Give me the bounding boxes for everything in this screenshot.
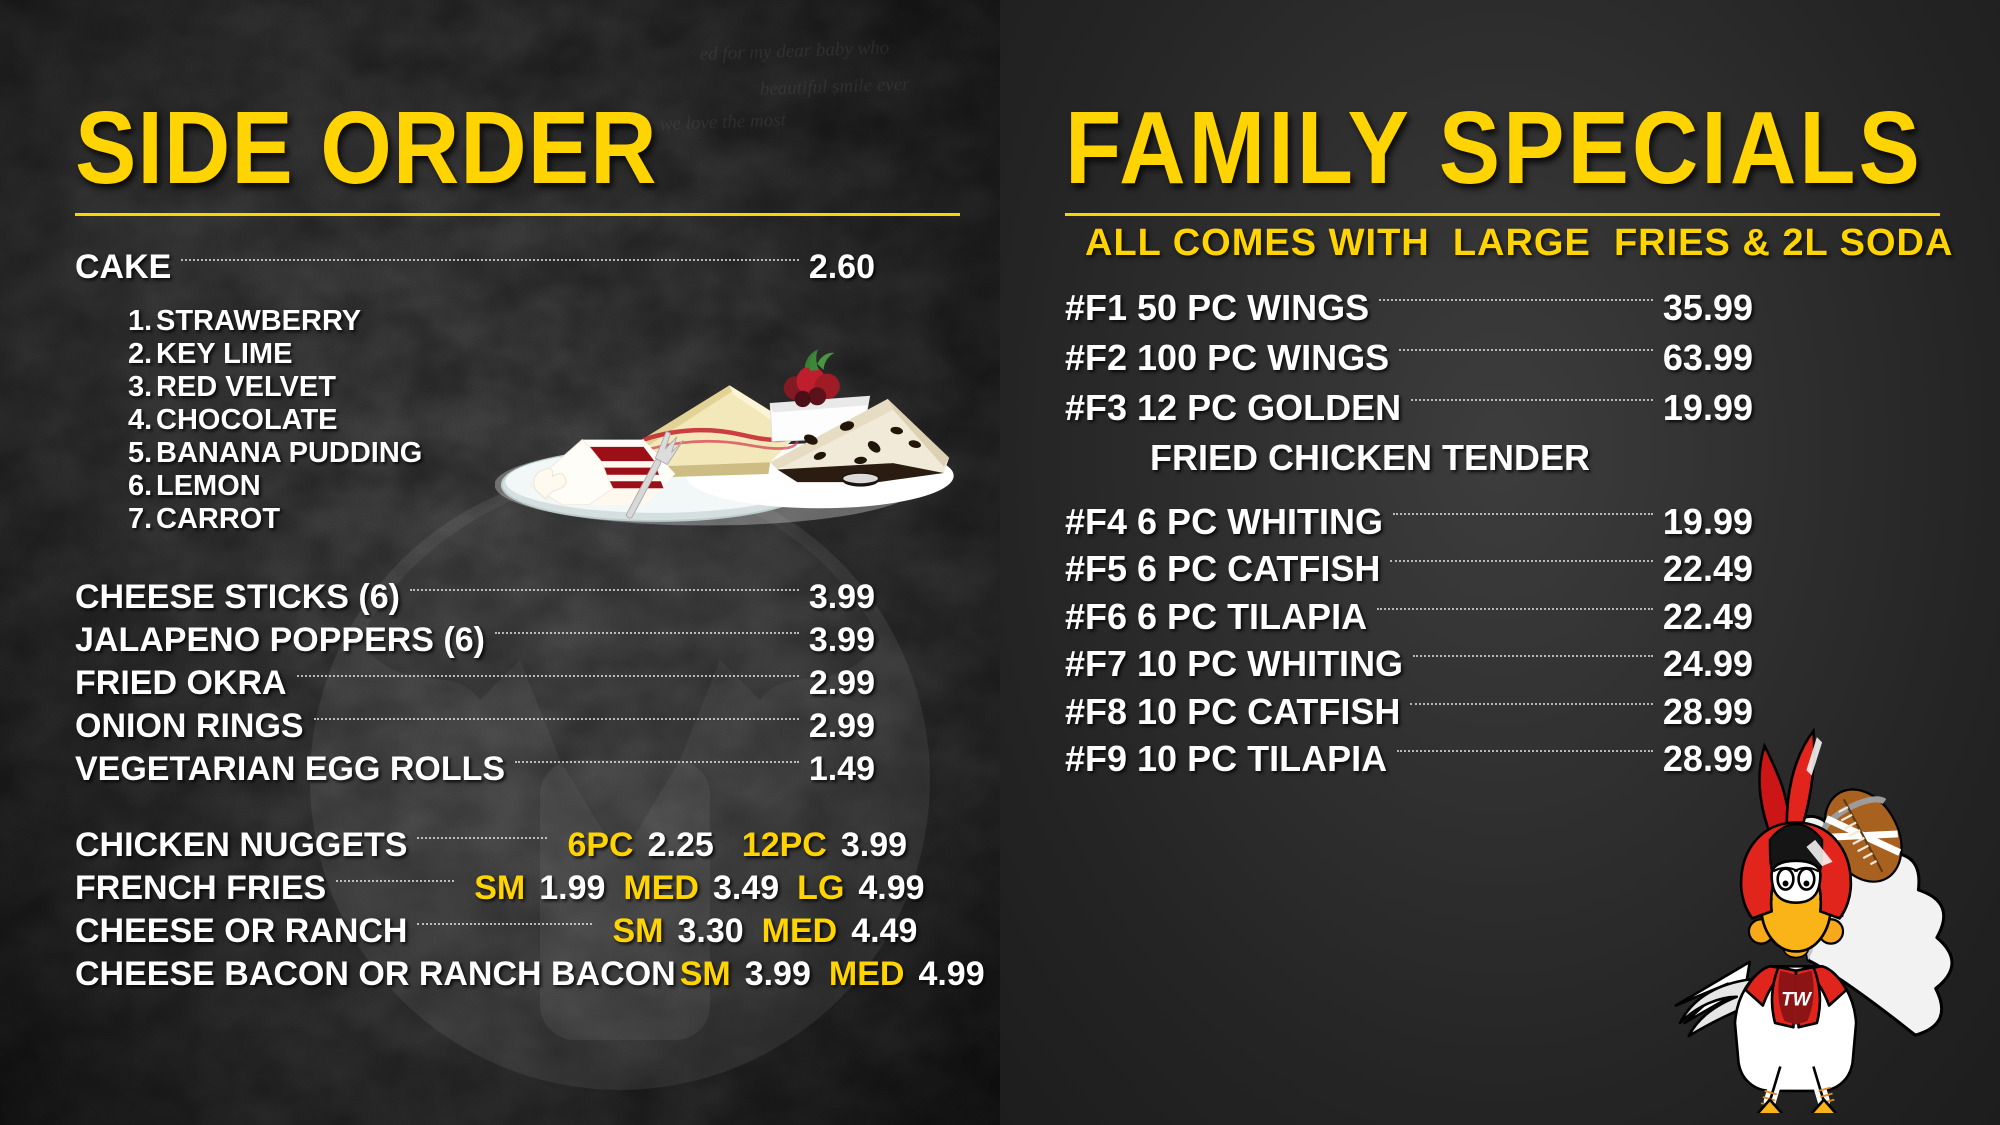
svg-text:ed for my dear baby who: ed for my dear baby who [699,37,889,65]
svg-text:beautiful smile ever: beautiful smile ever [759,74,910,100]
svg-text:we love the most: we love the most [659,110,786,135]
svg-text:TW: TW [1781,990,1813,1011]
